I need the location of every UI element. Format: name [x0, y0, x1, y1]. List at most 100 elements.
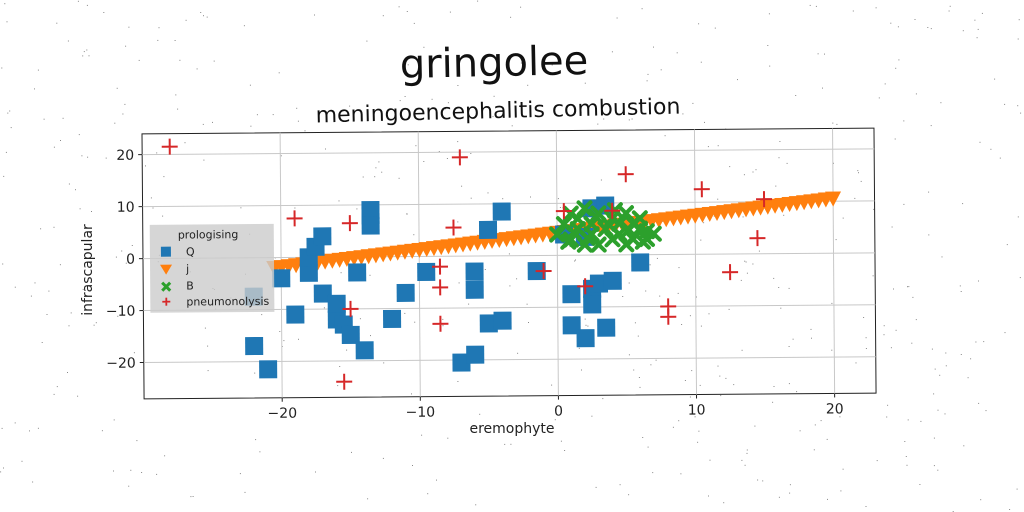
noise-dot: [645, 290, 647, 292]
noise-dot: [979, 141, 981, 143]
noise-dot: [86, 49, 88, 51]
noise-dot: [755, 169, 757, 171]
q-point: [603, 271, 622, 290]
noise-dot: [304, 130, 306, 132]
noise-dot: [404, 312, 406, 314]
noise-dot: [67, 372, 68, 373]
noise-dot: [978, 280, 979, 282]
plot-area: −20 −10 0 10 20 −20 −10 0 10 20 prologising Q j B…: [106, 127, 877, 422]
noise-dot: [980, 499, 982, 501]
noise-dot: [708, 495, 709, 497]
noise-dot: [584, 318, 586, 320]
noise-dot: [254, 372, 256, 374]
noise-dot: [691, 370, 693, 372]
noise-dot: [863, 317, 865, 318]
noise-dot: [602, 398, 604, 400]
noise-dot: [174, 40, 176, 41]
noise-dot: [557, 198, 559, 200]
noise-dot: [445, 108, 447, 110]
noise-dot: [655, 359, 657, 361]
noise-dot: [138, 59, 140, 61]
noise-dot: [367, 498, 369, 500]
noise-dot: [707, 146, 709, 148]
pneumonolysis-point: [432, 279, 449, 296]
noise-dot: [442, 325, 444, 327]
noise-dot: [854, 197, 856, 199]
q-point: [466, 345, 485, 364]
noise-dot: [680, 473, 682, 475]
noise-dot: [937, 409, 939, 411]
noise-dot: [145, 165, 146, 167]
noise-dot: [68, 325, 70, 327]
noise-dot: [21, 460, 23, 462]
noise-dot: [351, 451, 352, 453]
noise-dot: [1016, 488, 1018, 490]
noise-dot: [128, 26, 130, 28]
noise-dot: [239, 473, 241, 475]
noise-dot: [855, 362, 857, 364]
noise-dot: [340, 272, 342, 274]
noise-dot: [852, 10, 854, 12]
legend-label-p: pneumonolysis: [186, 295, 269, 309]
noise-dot: [633, 369, 635, 371]
noise-dot: [196, 68, 198, 70]
noise-dot: [698, 430, 700, 432]
noise-dot: [423, 161, 425, 162]
noise-dot: [746, 452, 748, 454]
plot-frame: [141, 127, 877, 400]
noise-dot: [622, 296, 624, 297]
noise-dot: [978, 402, 980, 404]
y-tick-label: 0: [126, 252, 135, 268]
noise-dot: [728, 308, 730, 310]
noise-dot: [976, 37, 978, 39]
noise-dot: [5, 151, 7, 153]
q-point: [631, 253, 650, 272]
noise-dot: [795, 95, 797, 96]
noise-dot: [700, 325, 702, 327]
noise-dot: [616, 17, 618, 19]
noise-dot: [179, 59, 181, 61]
series-pneumonolysis: [161, 138, 773, 390]
noise-dot: [113, 470, 114, 472]
noise-dot: [937, 469, 939, 471]
noise-dot: [337, 385, 339, 387]
noise-dot: [156, 152, 158, 154]
noise-dot: [839, 416, 841, 418]
noise-dot: [906, 464, 908, 466]
noise-dot: [411, 393, 412, 395]
noise-dot: [527, 84, 529, 86]
noise-dot: [3, 175, 5, 177]
noise-dot: [865, 348, 867, 349]
noise-dot: [939, 374, 941, 376]
noise-dot: [551, 384, 553, 386]
noise-dot: [115, 256, 117, 258]
noise-dot: [772, 401, 774, 403]
noise-dot: [672, 426, 674, 428]
noise-dot: [502, 198, 504, 200]
noise-dot: [767, 45, 769, 46]
noise-dot: [383, 362, 385, 364]
noise-dot: [652, 472, 654, 474]
noise-dot: [642, 437, 644, 438]
noise-dot: [970, 358, 972, 360]
noise-dot: [163, 176, 165, 178]
noise-dot: [664, 135, 666, 137]
legend: prologising Q j B pneumonolysis: [149, 223, 275, 313]
noise-dot: [105, 157, 107, 159]
q-point: [479, 314, 498, 333]
noise-dot: [34, 88, 35, 90]
noise-dot: [427, 493, 429, 495]
noise-dot: [944, 413, 946, 415]
noise-dot: [346, 349, 348, 351]
noise-dot: [656, 257, 658, 259]
noise-dot: [720, 395, 722, 397]
noise-dot: [1006, 244, 1008, 246]
noise-dot: [280, 155, 282, 157]
noise-dot: [468, 303, 470, 305]
noise-dot: [873, 208, 875, 210]
noise-dot: [484, 269, 486, 270]
noise-dot: [639, 386, 641, 388]
noise-dot: [744, 260, 746, 262]
chart-title: gringolee: [399, 38, 588, 88]
noise-dot: [634, 322, 636, 324]
